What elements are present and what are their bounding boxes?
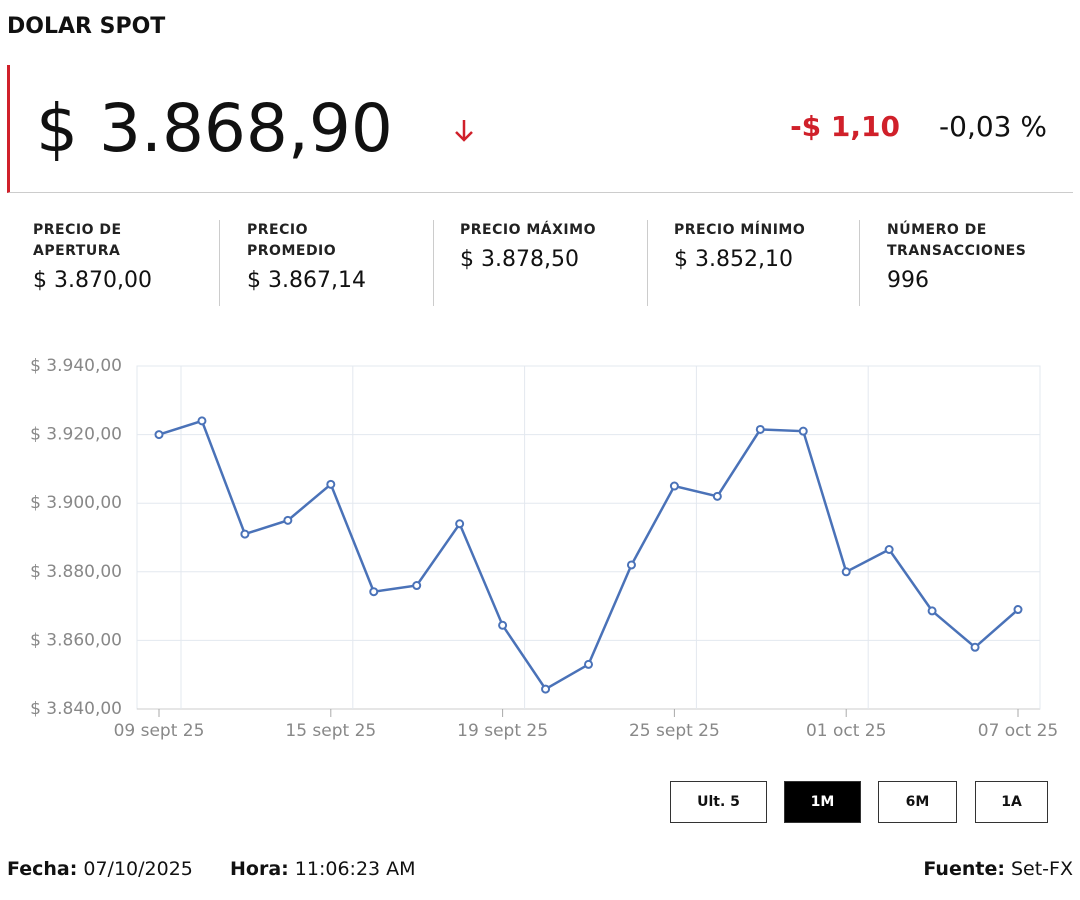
x-tick-label: 19 sept 25: [457, 721, 548, 741]
point: [498, 620, 508, 630]
time-label: Hora:: [230, 858, 289, 880]
date: Fecha: 07/10/2025: [7, 858, 193, 880]
stat: PRECIO PROMEDIO $ 3.867,14: [233, 220, 413, 306]
plot-area: [136, 365, 1041, 710]
stat-label: PRECIO MÍNIMO: [674, 222, 806, 238]
point: [970, 642, 980, 652]
stat-label: PRECIO DE APERTURA: [33, 222, 122, 259]
x-tick-label: 01 oct 25: [806, 721, 886, 741]
point: [712, 491, 722, 501]
point: [412, 581, 422, 591]
price-box: [7, 65, 1073, 193]
point: [197, 416, 207, 426]
range-button[interactable]: 1M: [784, 781, 861, 823]
stat-value: $ 3.867,14: [247, 268, 366, 293]
y-tick-label: $ 3.860,00: [30, 630, 122, 650]
separator: [219, 220, 220, 306]
range-button[interactable]: 6M: [878, 781, 957, 823]
change-pct: -0,03 %: [939, 110, 1047, 143]
title: DOLAR SPOT: [7, 14, 166, 39]
price: $ 3.868,90: [36, 90, 393, 167]
point: [927, 606, 937, 616]
stat-value: $ 3.870,00: [33, 268, 152, 293]
stat: PRECIO MÁXIMO $ 3.878,50: [446, 220, 646, 306]
point: [326, 479, 336, 489]
stat-label: NÚMERO DE TRANSACCIONES: [887, 222, 1027, 259]
point: [626, 560, 636, 570]
range-button[interactable]: 1A: [975, 781, 1048, 823]
separator: [859, 220, 860, 306]
point: [455, 519, 465, 529]
down-arrow: [455, 120, 473, 142]
point: [541, 684, 551, 694]
stat: PRECIO MÍNIMO $ 3.852,10: [660, 220, 860, 306]
point: [369, 587, 379, 597]
y-tick-label: $ 3.880,00: [30, 562, 122, 582]
separator: [433, 220, 434, 306]
point: [240, 529, 250, 539]
stat-value: 996: [887, 268, 929, 293]
point: [283, 515, 293, 525]
date-label: Fecha:: [7, 858, 78, 880]
y-tick-label: $ 3.840,00: [30, 699, 122, 719]
stat-value: $ 3.852,10: [674, 247, 793, 272]
x-tick-label: 25 sept 25: [629, 721, 720, 741]
chart: $ 3.840,00 $ 3.860,00 $ 3.880,00 $ 3.900,00…: [30, 356, 1058, 741]
point: [584, 659, 593, 669]
source: Fuente: Set-FX: [923, 858, 1073, 880]
point: [798, 426, 808, 436]
point: [154, 430, 164, 440]
stat: NÚMERO DE TRANSACCIONES 996: [873, 220, 1073, 306]
point: [755, 424, 765, 434]
point: [669, 481, 679, 491]
time-value: 11:06:23 AM: [294, 858, 416, 880]
stat: PRECIO DE APERTURA $ 3.870,00: [19, 220, 199, 306]
range-button[interactable]: Ult. 5: [670, 781, 767, 823]
point: [884, 545, 894, 555]
line: [158, 419, 1019, 691]
source-value: Set-FX: [1010, 858, 1073, 880]
time: Hora: 11:06:23 AM: [230, 858, 416, 880]
date-value: 07/10/2025: [83, 858, 193, 880]
y-tick-label: $ 3.920,00: [30, 425, 122, 445]
stat-label: PRECIO PROMEDIO: [247, 222, 337, 259]
x-tick-label: 09 sept 25: [114, 721, 205, 741]
x-tick-label: 07 oct 25: [978, 721, 1058, 741]
change: -$ 1,10: [790, 110, 900, 143]
separator: [647, 220, 648, 306]
y-tick-label: $ 3.940,00: [30, 356, 122, 376]
stat-value: $ 3.878,50: [460, 247, 579, 272]
point: [1013, 605, 1023, 615]
source-label: Fuente:: [923, 858, 1005, 880]
y-tick-label: $ 3.900,00: [30, 493, 122, 513]
point: [841, 567, 851, 577]
stat-label: PRECIO MÁXIMO: [460, 222, 596, 238]
x-tick-label: 15 sept 25: [285, 721, 376, 741]
